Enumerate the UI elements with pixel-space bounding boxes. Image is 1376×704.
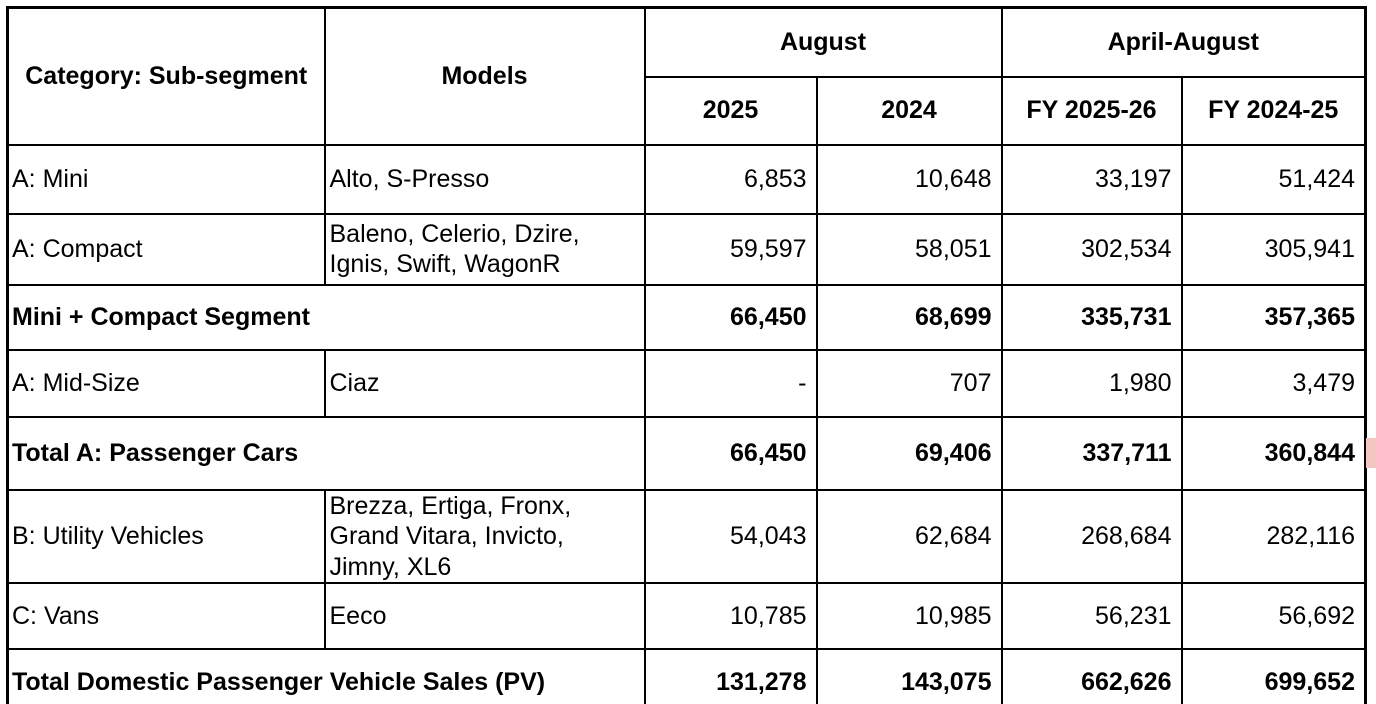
summary-row: Mini + Compact Segment 66,450 68,699 335,73… bbox=[6, 283, 1367, 351]
sales-table-container: Category: Sub-segment Models August Apri… bbox=[6, 6, 1367, 704]
sales-table: Category: Sub-segment Models August Apri… bbox=[6, 6, 1367, 704]
table-body: A: Mini Alto, S-Presso 6,853 10,648 33,197 51… bbox=[6, 143, 1367, 704]
table-row: A: Mini Alto, S-Presso 6,853 10,648 33,197 51… bbox=[6, 143, 1367, 215]
category-cell: C: Vans bbox=[6, 582, 326, 650]
value-cell: 6,853 bbox=[643, 143, 818, 215]
value-cell: 33,197 bbox=[1000, 143, 1183, 215]
models-cell: Ciaz bbox=[323, 348, 646, 418]
header-fy-2024-25: FY 2024-25 bbox=[1180, 75, 1367, 146]
value-cell: 56,231 bbox=[1000, 582, 1183, 650]
value-cell: 56,692 bbox=[1180, 582, 1367, 650]
header-april-august: April-August bbox=[1000, 6, 1367, 78]
value-cell: 662,626 bbox=[1000, 648, 1183, 704]
value-cell: 357,365 bbox=[1180, 283, 1367, 351]
value-cell: 707 bbox=[815, 348, 1003, 418]
summary-row: Total Domestic Passenger Vehicle Sales (… bbox=[6, 648, 1367, 704]
models-cell: Alto, S-Presso bbox=[323, 143, 646, 215]
table-row: C: Vans Eeco 10,785 10,985 56,231 56,692 bbox=[6, 582, 1367, 650]
category-cell: Total Domestic Passenger Vehicle Sales (… bbox=[6, 648, 646, 704]
category-cell: A: Mini bbox=[6, 143, 326, 215]
category-cell: A: Mid-Size bbox=[6, 348, 326, 418]
value-cell: 59,597 bbox=[643, 212, 818, 286]
header-august-2024: 2024 bbox=[815, 75, 1003, 146]
value-cell: 68,699 bbox=[815, 283, 1003, 351]
models-cell: Eeco bbox=[323, 582, 646, 650]
header-fy-2025-26: FY 2025-26 bbox=[1000, 75, 1183, 146]
value-cell: 1,980 bbox=[1000, 348, 1183, 418]
value-cell: 143,075 bbox=[815, 648, 1003, 704]
scrollbar-highlight-marker bbox=[1366, 438, 1376, 468]
value-cell: 54,043 bbox=[643, 488, 818, 584]
value-cell: 282,116 bbox=[1180, 488, 1367, 584]
table-row: A: Mid-Size Ciaz -707 1,980 3,479 bbox=[6, 348, 1367, 418]
value-cell: 66,450 bbox=[643, 283, 818, 351]
summary-row: Total A: Passenger Cars 66,450 69,406 337,7… bbox=[6, 415, 1367, 491]
value-cell: 62,684 bbox=[815, 488, 1003, 584]
category-cell: Total A: Passenger Cars bbox=[6, 415, 646, 491]
value-cell: 10,785 bbox=[643, 582, 818, 650]
value-cell: 10,985 bbox=[815, 582, 1003, 650]
header-category-sub-segment: Category: Sub-segment bbox=[6, 6, 326, 146]
table-row: B: Utility Vehicles Brezza, Ertiga, Fronx… bbox=[6, 488, 1367, 584]
value-cell: 699,652 bbox=[1180, 648, 1367, 704]
value-cell: 51,424 bbox=[1180, 143, 1367, 215]
header-august-2025: 2025 bbox=[643, 75, 818, 146]
value-cell: 3,479 bbox=[1180, 348, 1367, 418]
value-cell: 10,648 bbox=[815, 143, 1003, 215]
value-cell: 302,534 bbox=[1000, 212, 1183, 286]
value-cell: 268,684 bbox=[1000, 488, 1183, 584]
table-header: Category: Sub-segment Models August Apri… bbox=[6, 6, 1367, 146]
value-cell: 360,844 bbox=[1180, 415, 1367, 491]
value-cell: 305,941 bbox=[1180, 212, 1367, 286]
value-cell: 335,731 bbox=[1000, 283, 1183, 351]
value-cell: 58,051 bbox=[815, 212, 1003, 286]
value-cell: - bbox=[643, 348, 818, 418]
category-cell: A: Compact bbox=[6, 212, 326, 286]
value-cell: 69,406 bbox=[815, 415, 1003, 491]
models-cell: Baleno, Celerio, Dzire, Ignis, Swift, Wa… bbox=[323, 212, 646, 286]
category-cell: B: Utility Vehicles bbox=[6, 488, 326, 584]
value-cell: 131,278 bbox=[643, 648, 818, 704]
value-cell: 66,450 bbox=[643, 415, 818, 491]
category-cell: Mini + Compact Segment bbox=[6, 283, 646, 351]
models-cell: Brezza, Ertiga, Fronx, Grand Vitara, Inv… bbox=[323, 488, 646, 584]
header-august: August bbox=[643, 6, 1003, 78]
value-cell: 337,711 bbox=[1000, 415, 1183, 491]
table-row: A: Compact Baleno, Celerio, Dzire, Ignis,… bbox=[6, 212, 1367, 286]
header-models: Models bbox=[323, 6, 646, 146]
